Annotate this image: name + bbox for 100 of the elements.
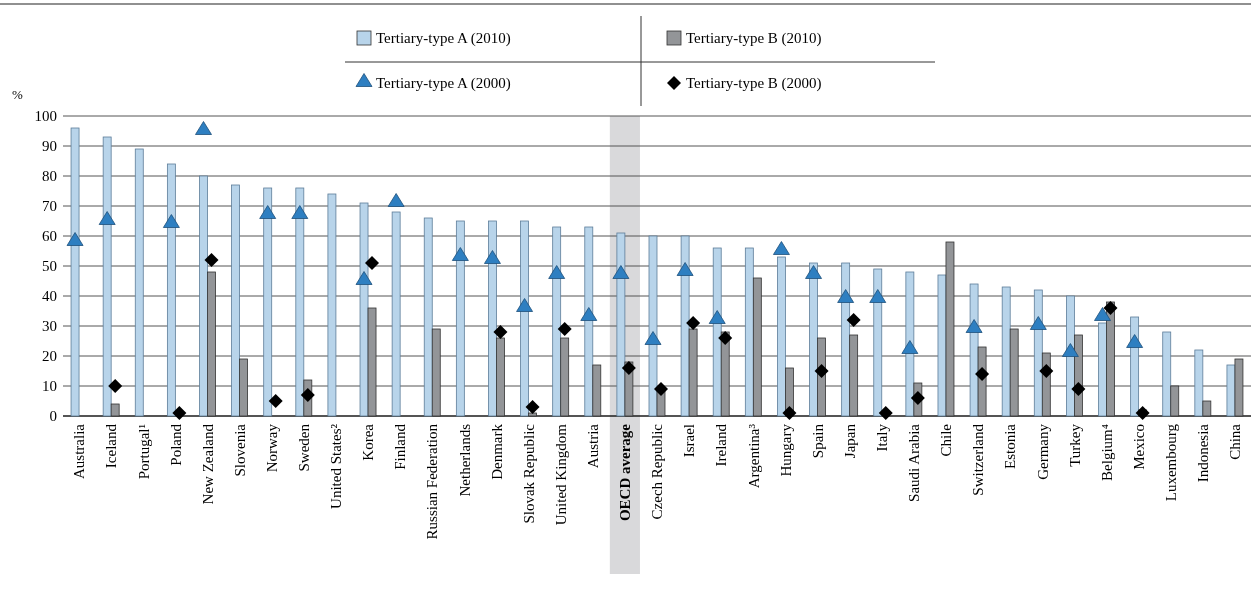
y-axis-title: %	[12, 87, 23, 102]
x-tick-label: Switzerland	[970, 423, 987, 496]
x-tick-label: Portugal¹	[135, 424, 152, 480]
bar	[1194, 349, 1204, 417]
x-tick-label: Germany	[1034, 423, 1051, 480]
x-tick-label: Australia	[71, 423, 88, 479]
x-tick-label: Slovak Republic	[520, 423, 537, 524]
bar	[1226, 364, 1236, 417]
bar	[744, 247, 754, 417]
x-tick-label: Sweden	[296, 423, 313, 472]
x-tick-label: Iceland	[103, 423, 120, 469]
x-tick-label: OECD average	[617, 423, 634, 522]
bar	[207, 271, 216, 417]
x-tick-label: Israel	[681, 424, 698, 458]
bar	[945, 241, 955, 417]
y-tick-label: 80	[42, 168, 57, 185]
y-tick-label: 10	[42, 378, 57, 395]
bar	[528, 412, 537, 417]
y-tick-label: 100	[34, 108, 57, 125]
bar	[616, 232, 626, 417]
x-tick-label: Denmark	[488, 423, 505, 480]
bar	[1170, 385, 1180, 417]
bar	[455, 220, 465, 417]
bar	[1162, 331, 1172, 417]
y-tick-label: 20	[42, 348, 57, 365]
x-tick-label: Luxembourg	[1162, 423, 1179, 502]
bar	[584, 226, 594, 417]
y-tick-label: 50	[42, 258, 57, 275]
x-tick-label: United States²	[328, 423, 345, 509]
bar	[777, 256, 786, 417]
bar	[752, 277, 762, 417]
x-tick-label: Japan	[841, 423, 858, 459]
bar	[520, 220, 529, 417]
x-tick-label: Mexico	[1130, 424, 1147, 470]
bar	[648, 235, 658, 417]
x-tick-label: Belgium⁴	[1098, 424, 1115, 481]
x-tick-label: Russian Federation	[424, 423, 441, 540]
bar	[969, 283, 979, 417]
bar	[496, 337, 505, 417]
bar	[263, 187, 273, 417]
bar	[1234, 358, 1244, 417]
x-tick-label: Spain	[809, 423, 826, 459]
legend-label: Tertiary-type B (2000)	[686, 75, 822, 92]
y-tick-label: 40	[42, 288, 57, 305]
bar	[592, 364, 602, 417]
bar	[110, 403, 120, 417]
x-tick-label: Netherlands	[456, 423, 473, 497]
bar	[431, 328, 441, 417]
bar	[327, 193, 337, 417]
bar	[937, 274, 947, 417]
bar	[1098, 322, 1107, 417]
y-tick-label: 0	[49, 408, 57, 425]
x-tick-label: Saudi Arabia	[906, 423, 923, 502]
y-tick-label: 90	[42, 138, 57, 155]
bar	[688, 328, 698, 417]
bar	[488, 220, 497, 417]
y-tick-label: 60	[42, 228, 57, 245]
x-tick-label: Slovenia	[231, 423, 248, 477]
bar	[552, 226, 562, 417]
x-tick-label: Argentina³	[745, 423, 762, 489]
x-tick-label: United Kingdom	[552, 423, 569, 526]
bar	[102, 136, 112, 417]
bar	[849, 334, 859, 417]
x-tick-label: China	[1227, 423, 1244, 460]
bar	[391, 211, 401, 417]
bar	[166, 163, 176, 417]
x-tick-label: Indonesia	[1195, 423, 1212, 483]
bar	[560, 337, 570, 417]
legend-label: Tertiary-type A (2000)	[376, 75, 511, 92]
bar	[680, 235, 690, 417]
x-tick-label: Chile	[938, 423, 955, 457]
bar	[1009, 328, 1019, 417]
x-tick-label: New Zealand	[199, 423, 216, 505]
x-tick-label: Czech Republic	[649, 423, 666, 520]
bar	[134, 148, 144, 417]
x-tick-label: Ireland	[713, 423, 730, 467]
bar	[239, 358, 248, 417]
x-tick-label: Italy	[874, 423, 891, 452]
x-tick-label: Finland	[392, 423, 409, 470]
x-tick-label: Turkey	[1066, 423, 1083, 467]
bar	[367, 307, 377, 417]
bar	[423, 217, 433, 417]
y-tick-label: 70	[42, 198, 57, 215]
x-tick-label: Korea	[360, 423, 377, 461]
bar	[231, 184, 240, 417]
bar	[873, 268, 883, 417]
x-tick-label: Estonia	[1002, 423, 1019, 469]
bar	[295, 187, 305, 417]
x-tick-label: Norway	[263, 423, 280, 473]
legend-label: Tertiary-type B (2010)	[686, 30, 822, 47]
x-tick-label: Austria	[585, 423, 602, 469]
bar	[1202, 400, 1212, 417]
bar	[70, 127, 80, 417]
x-tick-label: Hungary	[777, 423, 794, 477]
bar	[1001, 286, 1011, 417]
y-tick-label: 30	[42, 318, 57, 335]
x-tick-label: Poland	[167, 423, 184, 466]
bar	[712, 247, 722, 417]
bar	[359, 202, 369, 417]
bar	[199, 175, 208, 417]
